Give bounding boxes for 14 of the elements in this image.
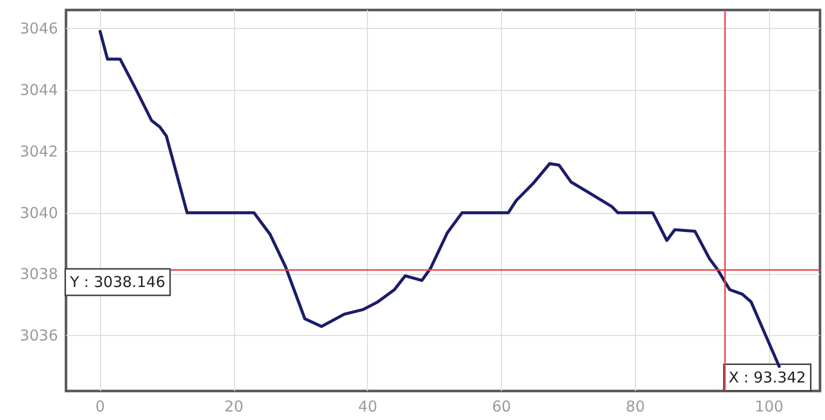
y-tick-label: 3042 xyxy=(20,142,58,160)
y-tick-label: 3044 xyxy=(20,80,58,99)
ref-line-label: Y : 3038.146 xyxy=(69,273,166,292)
y-tick-label: 3038 xyxy=(20,265,58,284)
x-tick-label: 80 xyxy=(626,398,645,416)
ref-line-label: X : 93.342 xyxy=(728,368,806,386)
y-tick-label: 3046 xyxy=(20,19,58,38)
x-tick-label: 20 xyxy=(224,398,244,416)
x-tick-label: 100 xyxy=(754,398,784,416)
y-tick-label: 3036 xyxy=(20,326,58,345)
x-tick-label: 60 xyxy=(492,398,512,416)
x-tick-label: 0 xyxy=(95,398,105,416)
y-tick-label: 3040 xyxy=(20,204,58,222)
x-tick-label: 40 xyxy=(358,398,378,416)
